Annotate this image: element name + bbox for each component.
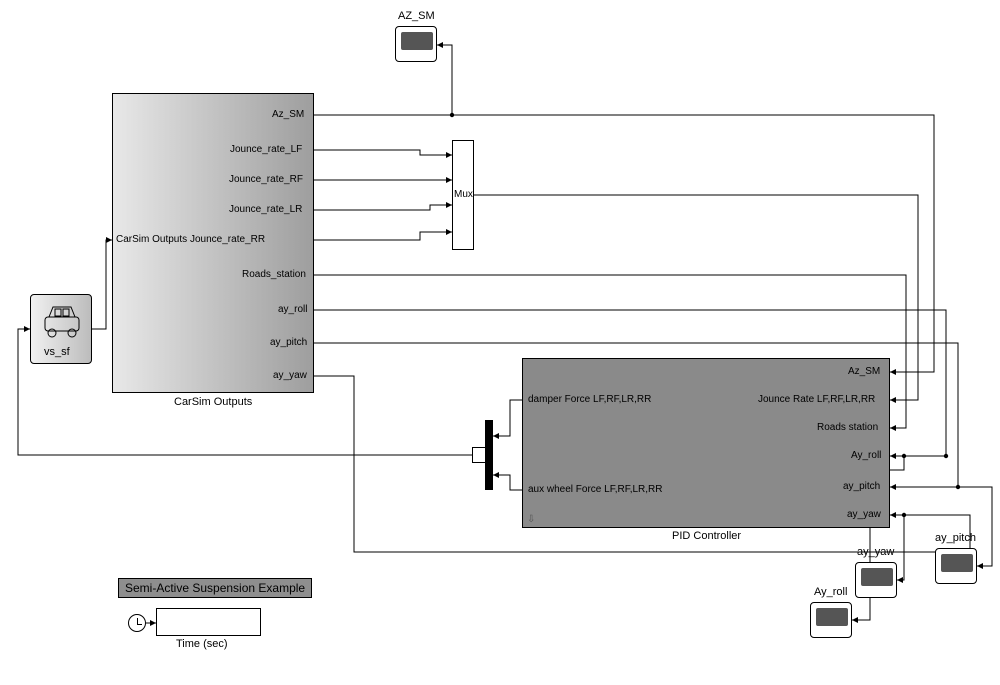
bus-demux-block[interactable] bbox=[485, 420, 493, 490]
pid-controller-block[interactable]: ⇩ bbox=[522, 358, 890, 528]
port-az-sm: Az_SM bbox=[272, 109, 304, 120]
pid-in-roads: Roads station bbox=[817, 422, 878, 433]
scope-az-sm-label: AZ_SM bbox=[398, 10, 435, 22]
scope-az-sm[interactable] bbox=[395, 26, 437, 62]
vs-sf-label: vs_sf bbox=[44, 346, 70, 358]
car-icon bbox=[31, 297, 93, 345]
pid-in-az-sm: Az_SM bbox=[848, 366, 880, 377]
port-jounce-lr: Jounce_rate_LR bbox=[229, 204, 302, 215]
pid-out-damper: damper Force LF,RF,LR,RR bbox=[528, 394, 651, 405]
scope-ay-roll-label: Ay_roll bbox=[814, 586, 847, 598]
mux-label: Mux bbox=[454, 189, 473, 200]
port-roads-station: Roads_station bbox=[242, 269, 306, 280]
port-jounce-lf: Jounce_rate_LF bbox=[230, 144, 302, 155]
pid-in-jounce: Jounce Rate LF,RF,LR,RR bbox=[758, 394, 875, 405]
port-ay-yaw: ay_yaw bbox=[273, 370, 307, 381]
clock-icon bbox=[128, 614, 146, 632]
simulink-canvas: vs_sf CarSim Outputs CarSim Outputs Az_S… bbox=[0, 0, 1000, 685]
pid-out-aux: aux wheel Force LF,RF,LR,RR bbox=[528, 484, 663, 495]
bus-cap-block bbox=[472, 447, 486, 463]
time-display-label: Time (sec) bbox=[176, 638, 228, 650]
scope-screen-icon bbox=[941, 554, 973, 572]
port-jounce-rf: Jounce_rate_RF bbox=[229, 174, 303, 185]
pid-in-ay-pitch: ay_pitch bbox=[843, 481, 880, 492]
scope-ay-pitch-label: ay_pitch bbox=[935, 532, 976, 544]
subsystem-icon: ⇩ bbox=[527, 514, 535, 525]
port-jounce-rr: Jounce_rate_RR bbox=[190, 234, 265, 245]
scope-screen-icon bbox=[401, 32, 433, 50]
pid-in-ay-yaw: ay_yaw bbox=[847, 509, 881, 520]
title-annotation: Semi-Active Suspension Example bbox=[118, 578, 312, 598]
pid-controller-label: PID Controller bbox=[672, 530, 741, 542]
scope-ay-yaw[interactable] bbox=[855, 562, 897, 598]
scope-ay-yaw-label: ay_yaw bbox=[857, 546, 894, 558]
port-ay-roll: ay_roll bbox=[278, 304, 307, 315]
carsim-input-port-label: CarSim Outputs bbox=[116, 234, 187, 245]
time-display-block[interactable] bbox=[156, 608, 261, 636]
pid-in-ay-roll: Ay_roll bbox=[851, 450, 881, 461]
scope-screen-icon bbox=[861, 568, 893, 586]
port-ay-pitch: ay_pitch bbox=[270, 337, 307, 348]
scope-screen-icon bbox=[816, 608, 848, 626]
scope-ay-roll[interactable] bbox=[810, 602, 852, 638]
carsim-outputs-label: CarSim Outputs bbox=[174, 396, 252, 408]
scope-ay-pitch[interactable] bbox=[935, 548, 977, 584]
